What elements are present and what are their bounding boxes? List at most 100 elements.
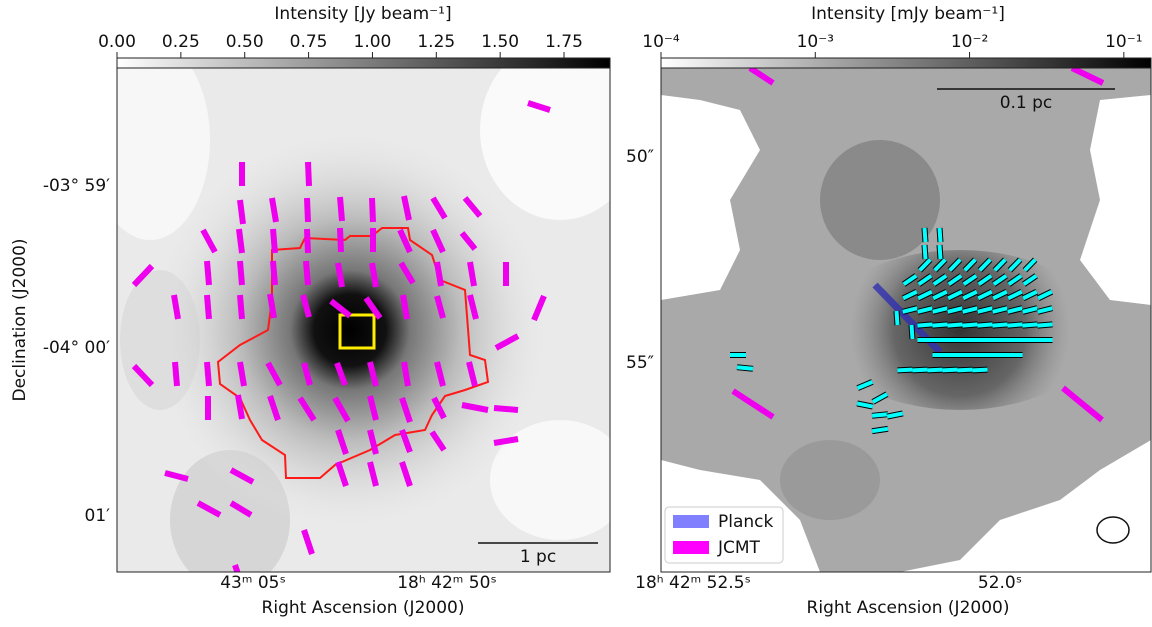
vector bbox=[1022, 274, 1038, 286]
colorbar-label: Intensity [mJy beam⁻¹] bbox=[811, 4, 1005, 24]
vector bbox=[1007, 306, 1023, 314]
colorbar-tick-label: 0.75 bbox=[290, 32, 328, 52]
x-tick-label: 18ʰ 42ᵐ 50ˢ bbox=[397, 573, 497, 593]
vector bbox=[917, 322, 933, 328]
colorbar-tick-label: 10⁻² bbox=[951, 32, 988, 52]
y-tick-label: 01′ bbox=[85, 506, 111, 526]
colorbar-tick-label: 1.75 bbox=[545, 32, 583, 52]
vector bbox=[902, 274, 918, 286]
vector bbox=[932, 306, 948, 314]
vector bbox=[856, 380, 874, 390]
vector bbox=[992, 274, 1008, 286]
y-axis-label: Declination (J2000) bbox=[10, 238, 30, 401]
vector bbox=[917, 306, 933, 314]
vector bbox=[957, 367, 973, 373]
colorbar bbox=[660, 57, 1152, 69]
vector bbox=[872, 392, 888, 404]
left-image bbox=[117, 68, 610, 572]
y-tick-label: 55″ bbox=[626, 353, 654, 373]
y-tick-label: -04° 00′ bbox=[43, 338, 110, 358]
vector bbox=[977, 306, 993, 314]
vector bbox=[1022, 289, 1038, 301]
legend-label: Planck bbox=[718, 512, 774, 532]
right-image bbox=[661, 68, 1151, 572]
x-tick-label: 52.0ˢ bbox=[978, 573, 1022, 593]
y-tick-label: 50″ bbox=[626, 147, 654, 167]
vector bbox=[1022, 306, 1038, 314]
vector bbox=[948, 258, 962, 272]
vector bbox=[992, 306, 1008, 314]
vector bbox=[1037, 306, 1053, 314]
colorbar-tick-label: 1.25 bbox=[417, 32, 455, 52]
colorbar-tick-label: 10⁻³ bbox=[797, 32, 834, 52]
vector bbox=[1022, 322, 1038, 328]
x-axis-label: Right Ascension (J2000) bbox=[262, 598, 465, 618]
legend-label: JCMT bbox=[717, 538, 761, 558]
vector bbox=[937, 227, 943, 243]
colorbar-tick-label: 0.50 bbox=[226, 32, 264, 52]
vector bbox=[963, 258, 977, 272]
scale-bar-label: 1 pc bbox=[520, 547, 556, 567]
colorbar-tick-label: 0.00 bbox=[98, 32, 136, 52]
vector bbox=[886, 411, 904, 419]
colorbar-tick-label: 0.25 bbox=[162, 32, 200, 52]
vector bbox=[917, 289, 933, 301]
vector bbox=[992, 289, 1008, 301]
vector bbox=[922, 227, 928, 243]
vector bbox=[918, 258, 932, 272]
vector bbox=[933, 258, 947, 272]
y-tick-label: -03° 59′ bbox=[43, 176, 110, 196]
vector bbox=[977, 322, 993, 328]
vector bbox=[947, 306, 963, 314]
vector bbox=[736, 365, 754, 371]
colorbar-tick-label: 1.50 bbox=[481, 32, 519, 52]
vector bbox=[927, 367, 943, 373]
colorbar-tick-label: 10⁻⁴ bbox=[642, 32, 680, 52]
vector bbox=[912, 367, 928, 373]
x-axis-label: Right Ascension (J2000) bbox=[807, 598, 1010, 618]
vector bbox=[909, 324, 915, 340]
vector bbox=[1007, 322, 1023, 328]
x-tick-label: 43ᵐ 05ˢ bbox=[220, 573, 286, 593]
vector bbox=[962, 322, 978, 328]
vector bbox=[993, 258, 1007, 272]
vector bbox=[972, 367, 988, 373]
vector bbox=[1023, 258, 1037, 272]
vector bbox=[1008, 258, 1022, 272]
vector bbox=[977, 274, 993, 286]
legend-swatch bbox=[673, 515, 709, 528]
vector bbox=[932, 274, 948, 286]
vector bbox=[947, 289, 963, 301]
vector bbox=[856, 401, 874, 409]
vector bbox=[1037, 289, 1053, 301]
colorbar bbox=[116, 57, 611, 69]
colorbar-tick-label: 1.00 bbox=[354, 32, 392, 52]
vector bbox=[902, 289, 918, 301]
vector bbox=[947, 322, 963, 328]
colorbar-tick-label: 10⁻¹ bbox=[1105, 32, 1142, 52]
vector bbox=[962, 289, 978, 301]
colorbar-label: Intensity [Jy beam⁻¹] bbox=[274, 4, 451, 24]
vector bbox=[932, 289, 948, 301]
vector bbox=[917, 274, 933, 286]
vector bbox=[992, 322, 1008, 328]
vector bbox=[962, 274, 978, 286]
vector bbox=[1007, 289, 1023, 301]
vector bbox=[897, 367, 913, 373]
vector bbox=[1007, 274, 1023, 286]
vector bbox=[922, 244, 928, 260]
x-tick-label: 18ʰ 42ᵐ 52.5ˢ bbox=[635, 573, 751, 593]
vector bbox=[894, 310, 900, 326]
legend-swatch bbox=[673, 541, 709, 554]
vector bbox=[978, 258, 992, 272]
vector bbox=[932, 322, 948, 328]
vector bbox=[871, 426, 889, 434]
vector bbox=[902, 306, 918, 314]
vector bbox=[1037, 322, 1053, 328]
scale-bar-label: 0.1 pc bbox=[1000, 93, 1053, 113]
vector bbox=[962, 306, 978, 314]
vector bbox=[871, 412, 889, 418]
vector bbox=[977, 289, 993, 301]
vector bbox=[947, 274, 963, 286]
